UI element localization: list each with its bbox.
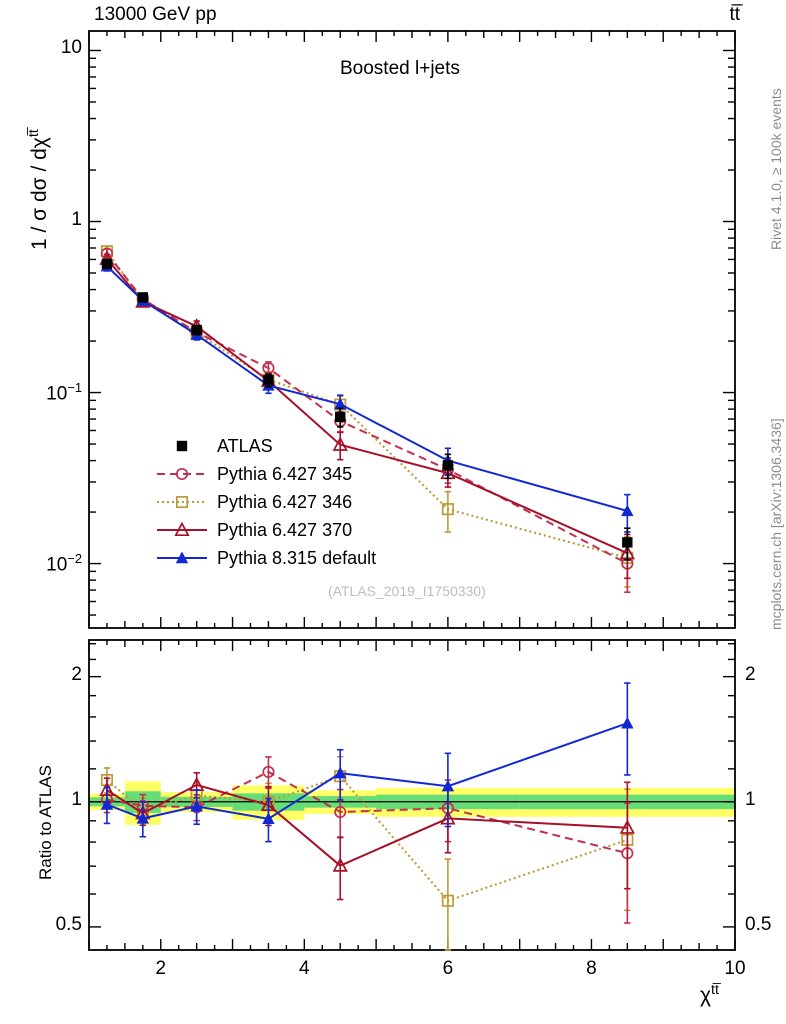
legend-label-py345: Pythia 6.427 345	[217, 463, 353, 484]
legend-marker-filled-square-icon	[176, 440, 188, 452]
ratio-panel-frame	[88, 639, 736, 951]
y-tick-label-main-0: 10	[60, 37, 82, 59]
green-band	[232, 793, 305, 811]
y-tick-label-ratio-right-0: 2	[745, 663, 756, 685]
yellow-band	[160, 792, 233, 812]
yellow-band	[232, 785, 305, 820]
y-axis-title-superscript: tt̅	[26, 129, 42, 138]
y-tick-label-ratio-right-1: 1	[745, 788, 756, 810]
x-tick-label-2: 6	[442, 958, 454, 979]
yellow-band	[304, 790, 377, 814]
yellow-band	[519, 787, 735, 817]
legend-item-py8315[interactable]: Pythia 8.315 default	[155, 544, 376, 572]
legend-item-atlas[interactable]: ATLAS	[155, 432, 376, 460]
legend-marker-open-square-icon	[157, 495, 207, 509]
process-label: tt̅	[729, 4, 740, 25]
mcplots-source-label: mcplots.cern.ch [arXiv:1306.3436]	[768, 418, 784, 630]
legend-label-py8315: Pythia 8.315 default	[217, 547, 377, 568]
x-tick-label-0: 2	[155, 958, 167, 979]
series-py370-ratio	[99, 772, 635, 901]
analysis-watermark: (ATLAS_2019_I1750330)	[328, 583, 486, 599]
green-band	[160, 796, 233, 807]
y-tick-label-ratio-right-2: 0.5	[745, 913, 772, 935]
y-axis-title-main: 1 / σ dσ / dχtt̅	[26, 129, 51, 250]
legend-label-py370: Pythia 6.427 370	[217, 519, 353, 540]
legend-item-py345[interactable]: Pythia 6.427 345	[155, 460, 376, 488]
legend-item-py346[interactable]: Pythia 6.427 346	[155, 488, 376, 516]
yellow-band	[124, 781, 161, 825]
rivet-version-label: Rivet 4.1.0, ≥ 100k events	[768, 88, 784, 250]
y-tick-label-ratio-left-2: 0.5	[55, 913, 82, 935]
x-axis-title: χtt̅	[700, 982, 719, 1007]
y-tick-label-main-2: 10−1	[46, 379, 82, 404]
green-band	[124, 791, 161, 813]
legend-marker-open-circle-icon	[157, 467, 207, 481]
page-title: Boosted l+jets	[340, 58, 460, 79]
y-tick-label-main-1: 1	[71, 208, 82, 230]
green-band	[89, 797, 125, 807]
green-band	[519, 794, 735, 810]
series-py345-ratio	[100, 756, 634, 924]
series-py8315-ratio	[100, 682, 634, 843]
beam-energy-label: 13000 GeV pp	[94, 4, 217, 25]
y-tick-label-main-3: 10−2	[46, 550, 82, 575]
series-py346-ratio	[100, 755, 634, 951]
y-tick-label-ratio-left-1: 1	[71, 788, 82, 810]
x-axis-title-superscript: tt̅	[711, 982, 719, 998]
legend: ATLAS Pythia 6.427 345 Pythia 6.427 346 Pyt…	[155, 432, 376, 572]
x-tick-label-3: 8	[586, 958, 597, 979]
legend-item-py370[interactable]: Pythia 6.427 370	[155, 516, 376, 544]
legend-label-py346: Pythia 6.427 346	[217, 491, 353, 512]
legend-marker-open-triangle-icon	[157, 521, 207, 537]
yellow-band	[376, 787, 520, 817]
green-band	[376, 794, 520, 810]
green-band	[304, 796, 377, 808]
x-tick-label-4: 10	[724, 958, 746, 979]
legend-label-atlas: ATLAS	[217, 435, 273, 456]
x-tick-label-1: 4	[299, 958, 310, 979]
y-tick-label-ratio-left-0: 2	[71, 663, 82, 685]
yellow-band	[89, 793, 125, 811]
legend-marker-filled-triangle-icon	[157, 551, 207, 564]
